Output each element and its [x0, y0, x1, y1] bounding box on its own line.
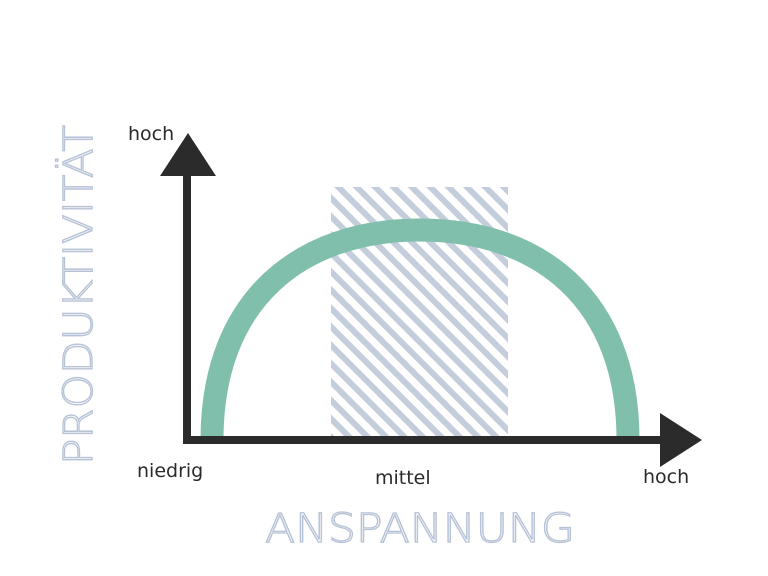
y-axis-high-label: hoch	[128, 123, 174, 145]
x-axis-arrow	[660, 413, 702, 467]
y-axis-title: PRODUKTIVITÄT	[54, 125, 102, 465]
x-axis-mid-label: mittel	[375, 467, 431, 489]
x-axis-high-label: hoch	[643, 466, 689, 488]
y-axis-arrow	[160, 133, 216, 176]
x-axis-low-label: niedrig	[137, 460, 203, 482]
x-axis-title: ANSPANNUNG	[265, 506, 575, 552]
productivity-curve	[200, 218, 640, 441]
